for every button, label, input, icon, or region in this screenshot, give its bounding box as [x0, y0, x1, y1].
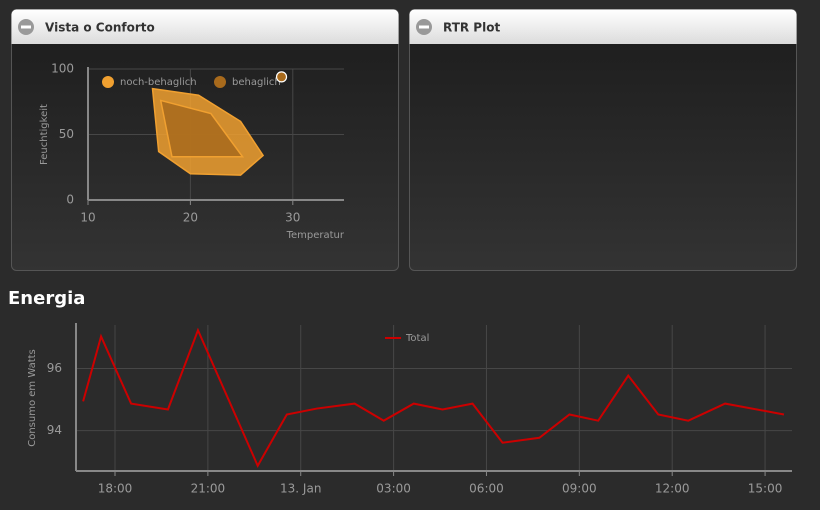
x-tick-label: 06:00 — [469, 482, 504, 496]
y-tick-label: 100 — [51, 62, 74, 76]
x-tick-label: 10 — [80, 211, 95, 225]
panel-title: RTR Plot — [443, 21, 500, 35]
legend-swatch — [102, 76, 114, 88]
panel-title: Vista o Conforto — [45, 21, 155, 35]
legend-label: Total — [405, 333, 429, 344]
legend-label: noch-behaglich — [120, 77, 197, 88]
y-tick-label: 0 — [66, 193, 74, 207]
y-tick-label: 94 — [47, 423, 62, 437]
x-tick-label: 09:00 — [562, 482, 597, 496]
x-tick-label: 18:00 — [98, 482, 133, 496]
panel: RTR Plot — [409, 9, 797, 271]
x-tick-label: 20 — [183, 211, 198, 225]
x-axis-label: Temperatur — [286, 230, 345, 241]
panel-header — [11, 9, 399, 44]
panel-header — [409, 9, 797, 44]
line — [82, 327, 785, 468]
x-tick-label: 12:00 — [655, 482, 690, 496]
comfort-area — [159, 99, 245, 158]
minus — [21, 25, 31, 29]
section-title: Energia — [8, 288, 85, 309]
y-axis-label: Consumo em Watts — [27, 349, 38, 447]
current-point — [275, 71, 288, 83]
minus — [419, 25, 429, 29]
x-tick-label: 15:00 — [748, 482, 783, 496]
y-tick-label: 50 — [59, 127, 74, 141]
legend-label: behaglich — [232, 77, 281, 88]
x-tick-label: 03:00 — [376, 482, 411, 496]
legend-swatch — [214, 76, 226, 88]
y-axis-label: Feuchtigkeit — [39, 104, 50, 165]
y-tick-label: 96 — [47, 361, 62, 375]
x-tick-label: 13. Jan — [280, 482, 321, 496]
panel-body — [409, 9, 797, 271]
x-tick-label: 21:00 — [191, 482, 226, 496]
x-tick-label: 30 — [285, 211, 300, 225]
